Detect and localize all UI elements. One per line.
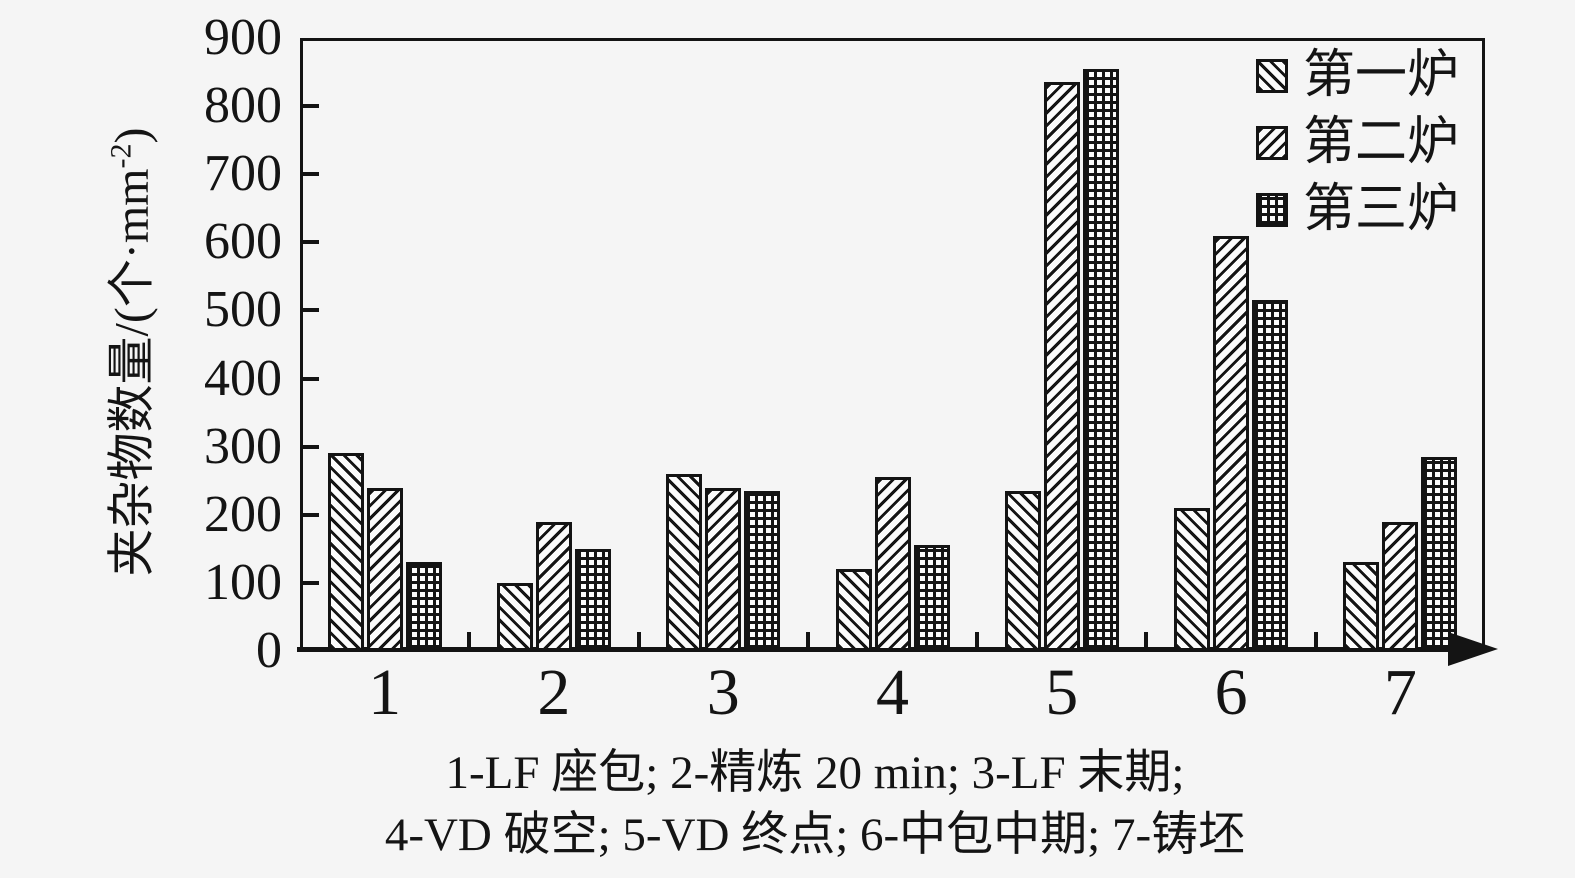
y-axis-tick-200: [303, 512, 319, 517]
y-axis-tick-label-500: 500: [204, 281, 282, 339]
x-category-label-2: 2: [537, 656, 571, 729]
bar-series1-group1: [328, 453, 364, 651]
y-axis-tick-600: [303, 240, 319, 245]
y-axis-tick-label-200: 200: [204, 485, 282, 543]
x-axis-tick-5: [1144, 632, 1149, 647]
caption-line-2: 4-VD 破空; 5-VD 终点; 6-中包中期; 7-铸坯: [384, 809, 1246, 861]
bar-series1-group5: [1005, 491, 1041, 651]
y-axis-tick-800: [303, 104, 319, 109]
x-axis-tick-3: [805, 632, 810, 647]
legend-swatch-grid-icon: [1256, 193, 1288, 227]
y-axis-tick-700: [303, 172, 319, 177]
legend-label-series3: 第三炉: [1303, 181, 1460, 238]
x-axis-tick-4: [975, 632, 980, 647]
bar-series3-group7: [1421, 457, 1457, 651]
legend-item-series2: 第二炉: [1256, 115, 1459, 171]
legend-item-series1: 第一炉: [1256, 48, 1459, 104]
bar-series1-group7: [1343, 562, 1379, 651]
bar-series3-group5: [1083, 69, 1119, 651]
y-axis-tick-label-600: 600: [204, 213, 282, 271]
y-axis-tick-label-700: 700: [204, 145, 282, 203]
bar-series2-group1: [367, 488, 403, 651]
x-category-label-4: 4: [876, 656, 909, 729]
y-axis-tick-100: [303, 580, 319, 585]
x-category-label-3: 3: [706, 656, 740, 729]
bar-series1-group2: [497, 583, 533, 651]
x-category-label-6: 6: [1214, 656, 1248, 729]
y-axis-tick-label-800: 800: [204, 77, 282, 135]
bar-series2-group7: [1382, 522, 1418, 651]
x-axis-tick-1: [467, 632, 472, 647]
y-axis-tick-500: [303, 308, 319, 313]
y-axis-tick-label-0: 0: [256, 622, 282, 679]
legend: 第一炉 第二炉 第三炉: [1256, 48, 1459, 249]
x-category-label-1: 1: [368, 656, 402, 729]
bar-series2-group5: [1044, 82, 1080, 651]
bar-series2-group3: [705, 488, 741, 651]
bar-series3-group3: [744, 491, 780, 651]
bar-series1-group3: [666, 474, 702, 651]
x-axis-tick-2: [636, 632, 641, 647]
bar-series3-group1: [406, 562, 442, 651]
legend-label-series1: 第一炉: [1303, 47, 1460, 104]
x-category-label-7: 7: [1383, 656, 1417, 729]
bar-series1-group6: [1174, 508, 1210, 651]
x-category-label-5: 5: [1045, 656, 1079, 729]
x-axis-tick-6: [1313, 632, 1318, 647]
y-axis-tick-400: [303, 376, 319, 381]
bar-series2-group6: [1213, 236, 1249, 651]
bar-series2-group4: [875, 477, 911, 651]
y-axis-tick-label-400: 400: [204, 349, 282, 407]
y-axis-tick-label-300: 300: [204, 417, 282, 475]
legend-item-series3: 第三炉: [1256, 182, 1459, 238]
figure-caption: 1-LF 座包; 2-精炼 20 min; 3-LF 末期; 4-VD 破空; …: [55, 742, 1575, 866]
bar-series1-group4: [836, 569, 872, 651]
bar-series3-group6: [1252, 300, 1288, 651]
y-axis-tick-300: [303, 444, 319, 449]
legend-swatch-slash-icon: [1256, 126, 1288, 160]
legend-swatch-backslash-icon: [1256, 59, 1288, 93]
bar-series3-group2: [575, 549, 611, 651]
legend-label-series2: 第二炉: [1303, 114, 1460, 171]
bar-series2-group2: [536, 522, 572, 651]
bar-series3-group4: [914, 545, 950, 651]
caption-line-1: 1-LF 座包; 2-精炼 20 min; 3-LF 末期;: [445, 747, 1185, 799]
y-axis-tick-label-900: 900: [204, 9, 282, 66]
y-axis-tick-label-100: 100: [204, 553, 282, 611]
x-axis-arrow: [1448, 632, 1498, 666]
